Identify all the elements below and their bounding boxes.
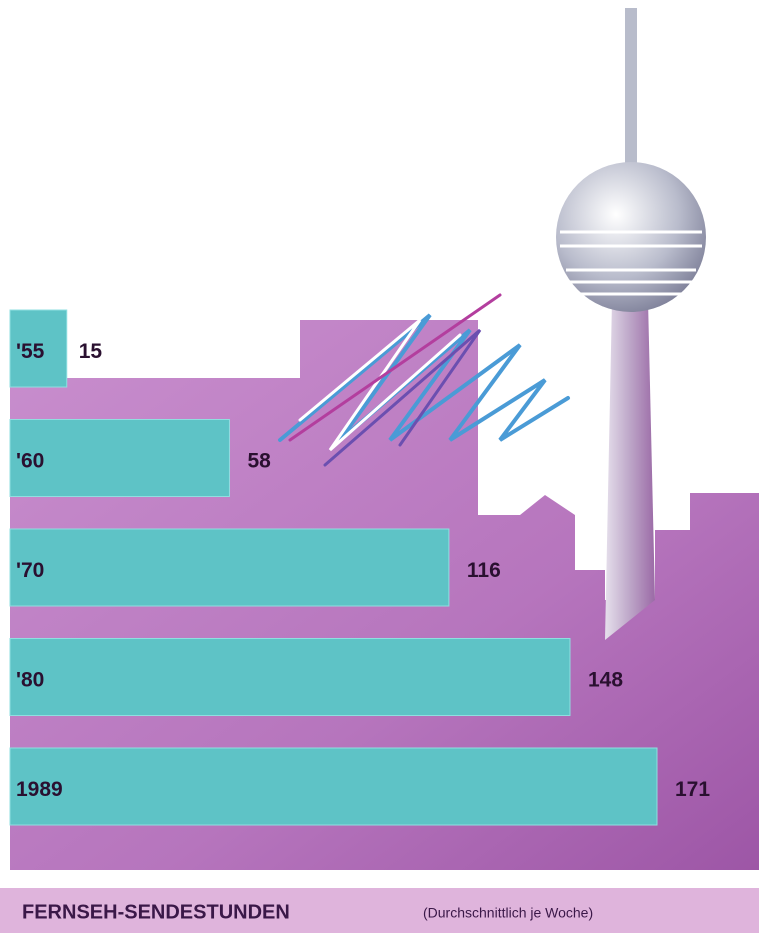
title-band (0, 888, 759, 933)
tower-ball (556, 162, 706, 312)
value-label: 171 (675, 778, 710, 801)
category-label: 1989 (16, 778, 63, 801)
signal-scribble (278, 293, 570, 467)
bar (9, 747, 658, 826)
value-label: 15 (79, 340, 103, 363)
chart-title: FERNSEH-SENDESTUNDEN (22, 901, 290, 923)
bars: '55 15 '60 58 '70 116 '80 148 1989 171 (9, 309, 710, 826)
bar (9, 309, 68, 388)
tower-rings (560, 230, 702, 296)
bar (9, 638, 571, 716)
value-label: 116 (467, 559, 501, 582)
bar (9, 528, 450, 607)
value-label: 58 (247, 450, 271, 473)
chart-subtitle: (Durchschnittlich je Woche) (423, 905, 593, 921)
category-label: '55 (16, 340, 45, 363)
tower-shaft (605, 300, 655, 640)
category-label: '60 (16, 450, 44, 473)
value-label: 148 (588, 669, 623, 692)
tower-spire (625, 8, 637, 168)
bar (9, 419, 230, 497)
category-label: '70 (16, 559, 44, 582)
category-label: '80 (16, 669, 44, 692)
